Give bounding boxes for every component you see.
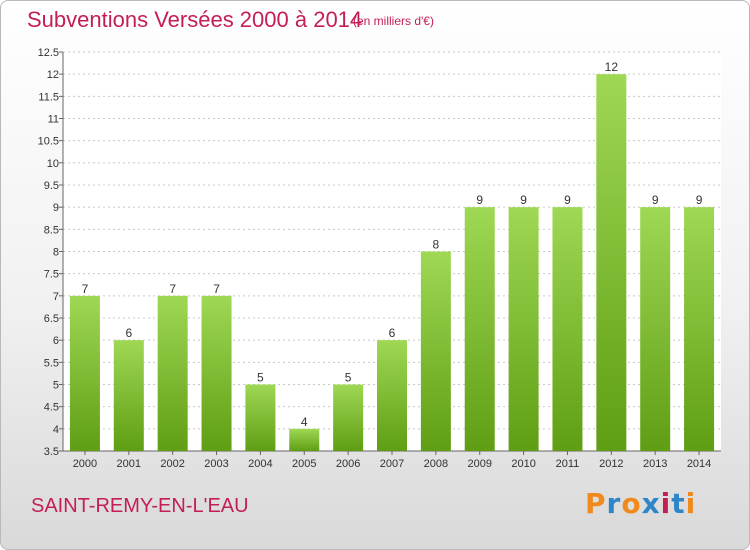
y-tick-label: 5 bbox=[53, 380, 59, 392]
x-tick-label: 2011 bbox=[556, 458, 580, 470]
x-tick-label: 2012 bbox=[599, 458, 623, 470]
x-tick-label: 2003 bbox=[204, 458, 228, 470]
bar-value-label: 9 bbox=[696, 193, 703, 207]
bar bbox=[245, 384, 276, 451]
x-tick-label: 2013 bbox=[643, 458, 667, 470]
y-tick-label: 7 bbox=[53, 291, 59, 303]
x-tick-label: 2002 bbox=[160, 458, 184, 470]
x-tick-label: 2007 bbox=[380, 458, 404, 470]
x-tick-label: 2001 bbox=[117, 458, 141, 470]
brand-letter: P bbox=[585, 487, 607, 520]
x-tick-label: 2000 bbox=[73, 458, 97, 470]
commune-name: SAINT-REMY-EN-L'EAU bbox=[31, 495, 249, 517]
bar-value-label: 7 bbox=[82, 282, 89, 296]
y-tick-label: 7.5 bbox=[44, 269, 59, 281]
bar-value-label: 8 bbox=[433, 238, 440, 252]
bar bbox=[640, 207, 671, 451]
y-tick-label: 3.5 bbox=[44, 446, 59, 458]
y-tick-label: 5.5 bbox=[44, 357, 59, 369]
bar-value-label: 9 bbox=[652, 193, 659, 207]
brand-letter: t bbox=[671, 487, 686, 520]
y-tick-label: 6 bbox=[53, 335, 59, 347]
x-tick-label: 2014 bbox=[687, 458, 711, 470]
bar-value-label: 6 bbox=[389, 326, 396, 340]
x-tick-label: 2004 bbox=[248, 458, 272, 470]
y-tick-label: 12 bbox=[47, 69, 59, 81]
bar bbox=[333, 384, 364, 451]
brand-letter: r bbox=[606, 487, 622, 520]
y-tick-label: 10.5 bbox=[38, 136, 59, 148]
bar-value-label: 9 bbox=[476, 193, 483, 207]
chart-subtitle: (en milliers d'€) bbox=[353, 14, 434, 28]
bar bbox=[113, 340, 144, 451]
x-tick-label: 2009 bbox=[467, 458, 491, 470]
bar bbox=[684, 207, 715, 451]
brand-letter: x bbox=[641, 487, 661, 520]
y-tick-label: 10 bbox=[47, 158, 59, 170]
y-tick-label: 8 bbox=[53, 247, 59, 259]
bar bbox=[377, 340, 407, 451]
brand-letter: o bbox=[621, 487, 642, 520]
y-tick-label: 4.5 bbox=[44, 402, 59, 414]
bar bbox=[69, 295, 100, 451]
brand-letter: i bbox=[685, 487, 697, 520]
bar bbox=[420, 251, 451, 451]
bar-value-label: 5 bbox=[257, 371, 264, 385]
y-tick-label: 12.5 bbox=[38, 47, 59, 59]
chart-title: Subventions Versées 2000 à 2014 bbox=[27, 7, 363, 32]
y-tick-label: 9.5 bbox=[44, 180, 59, 192]
bar-value-label: 5 bbox=[345, 371, 352, 385]
bar bbox=[289, 428, 320, 451]
bar bbox=[201, 295, 232, 451]
y-tick-label: 4 bbox=[53, 424, 59, 436]
bar-value-label: 6 bbox=[125, 326, 132, 340]
x-tick-label: 2008 bbox=[424, 458, 448, 470]
bar-value-label: 9 bbox=[564, 193, 571, 207]
x-tick-label: 2006 bbox=[336, 458, 360, 470]
bar-value-label: 12 bbox=[605, 60, 619, 74]
proxiti-logo[interactable]: Proxiti bbox=[585, 487, 696, 520]
y-tick-label: 6.5 bbox=[44, 313, 59, 325]
y-tick-label: 11.5 bbox=[38, 91, 59, 103]
bar-value-label: 7 bbox=[169, 282, 176, 296]
y-tick-label: 11 bbox=[48, 114, 59, 126]
bar bbox=[157, 295, 188, 451]
bar bbox=[552, 207, 583, 451]
y-tick-label: 9 bbox=[53, 202, 59, 214]
bar-value-label: 7 bbox=[213, 282, 220, 296]
x-tick-label: 2010 bbox=[511, 458, 535, 470]
bar bbox=[464, 207, 495, 451]
brand-letter: i bbox=[660, 487, 672, 520]
bar bbox=[596, 74, 627, 452]
bar-value-label: 4 bbox=[301, 415, 308, 429]
bar-value-label: 9 bbox=[520, 193, 527, 207]
bar bbox=[508, 207, 539, 451]
x-tick-label: 2005 bbox=[292, 458, 316, 470]
y-tick-label: 8.5 bbox=[44, 224, 59, 236]
